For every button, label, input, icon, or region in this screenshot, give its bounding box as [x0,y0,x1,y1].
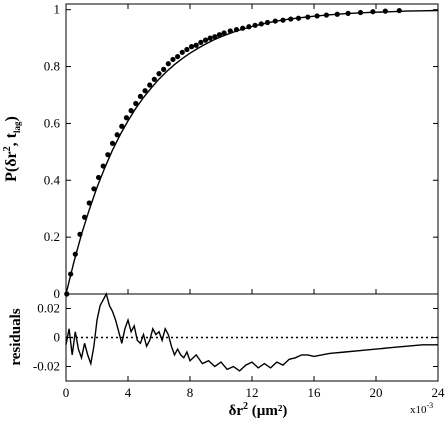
cdf-data-point [128,108,134,114]
top-y-tick-label: 0.2 [44,229,60,244]
cdf-data-point [91,186,97,192]
cdf-data-point [184,46,190,53]
cdf-data-point [179,49,185,55]
x-tick-label: 12 [246,385,259,400]
top-y-tick-label: 0.8 [44,59,60,74]
bottom-panel-marks [65,292,438,372]
bottom-y-tick-label: 0.02 [37,301,60,316]
cdf-data-point [119,123,125,129]
x-tick-label: 20 [370,385,383,400]
x-tick-label: 24 [432,385,446,400]
cdf-data-point [161,66,167,72]
cdf-data-point [175,53,181,60]
top-panel-marks [64,7,439,297]
cdf-data-point [156,71,162,77]
cdf-data-point [170,56,176,63]
cdf-data-point [165,61,171,67]
cdf-data-point [151,76,157,82]
top-y-tick-label: 0 [54,286,61,301]
bottom-y-tick-label: -0.02 [33,359,60,374]
top-panel-frame [65,3,439,295]
x-axis-title: δr2 (µm²) [229,401,288,419]
cdf-data-point [137,93,143,100]
cdf-data-point [142,88,148,94]
cdf-data-point [202,37,209,43]
top-y-tick-label: 0.4 [44,172,61,187]
top-y-axis-title: P(δr2, tlag) [2,116,22,182]
cdf-data-point [114,132,120,138]
cdf-data-point [193,42,199,48]
cdf-data-point [396,7,402,14]
cdf-data-point [221,30,227,36]
x-tick-label: 8 [187,385,194,400]
cdf-data-point [188,44,195,50]
x-tick-label: 16 [308,385,322,400]
cdf-data-point [147,82,153,88]
x-tick-label: 4 [125,385,132,400]
top-y-tick-label: 1 [54,2,61,17]
cdf-data-point [207,35,213,41]
cdf-data-point [123,115,130,121]
bottom-y-tick-label: 0 [54,330,61,345]
cdf-data-point [212,34,218,40]
cdf-data-point [382,8,388,14]
cdf-data-point [105,152,111,158]
cdf-data-point [109,140,116,146]
residuals-line [65,292,438,372]
cdf-data-point [198,39,204,45]
x-tick-label: 0 [63,385,70,400]
cdf-data-point [133,100,139,107]
top-y-tick-label: 0.6 [44,115,61,130]
cdf-fit-line [65,9,439,295]
cdf-data-point [216,32,223,38]
x-axis-exponent: x10-3 [410,401,433,416]
bottom-y-axis-title: residuals [8,308,24,365]
